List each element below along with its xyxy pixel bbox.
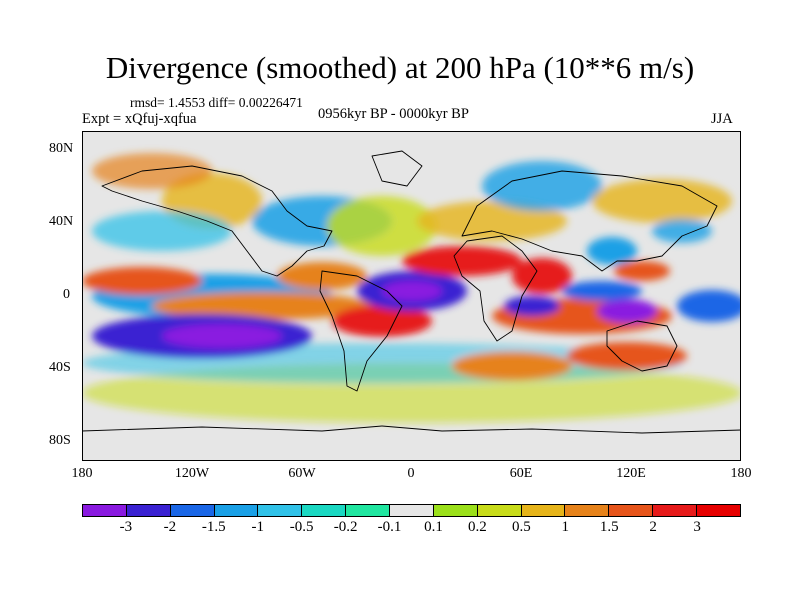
japan-blue bbox=[652, 219, 712, 243]
colorbar-tick-label: 0.5 bbox=[511, 519, 531, 535]
colorbar-tick-label: -0.2 bbox=[333, 519, 358, 535]
europe-yellow bbox=[417, 201, 567, 241]
south-america-red bbox=[332, 305, 432, 337]
coast-north-america bbox=[101, 165, 333, 277]
colorbar-tick-label: 0.1 bbox=[424, 519, 443, 535]
lon-label-60e: 60E bbox=[509, 466, 533, 481]
colorbar-tick-label: -2 bbox=[163, 519, 177, 535]
colorbar-segment bbox=[609, 505, 654, 516]
australia-red bbox=[567, 342, 687, 370]
lat-label-80n: 80N bbox=[49, 141, 74, 156]
colorbar-tick-label: 0.2 bbox=[468, 519, 487, 535]
colorbar-segment bbox=[126, 505, 171, 516]
lat-label-40s: 40S bbox=[49, 360, 71, 375]
colorbar-segment bbox=[433, 505, 478, 516]
coast-australia bbox=[606, 320, 678, 372]
colorbar-segment bbox=[521, 505, 566, 516]
lat-label-equator: 0 bbox=[63, 287, 70, 302]
bay-bengal-blue bbox=[562, 281, 642, 301]
colorbar-tick-label: 3 bbox=[693, 519, 701, 535]
east-asia-yellow bbox=[592, 179, 732, 223]
colorbar-segment bbox=[565, 505, 610, 516]
lat-label-40n: 40N bbox=[49, 214, 74, 229]
colorbar bbox=[82, 504, 741, 517]
season-label: JJA bbox=[711, 111, 733, 127]
colorbar-segment bbox=[697, 505, 740, 516]
plot-title: Divergence (smoothed) at 200 hPa (10**6 … bbox=[105, 50, 695, 85]
lon-label-180w: 180 bbox=[71, 466, 93, 481]
coast-greenland bbox=[371, 150, 423, 187]
lon-label-0: 0 bbox=[407, 466, 415, 481]
colorbar-tick-label: 1 bbox=[561, 519, 570, 535]
colorbar-tick-label: 2 bbox=[649, 519, 657, 535]
colorbar-tick-label: 1.5 bbox=[599, 519, 619, 535]
caribbean-orange bbox=[277, 262, 367, 290]
divergence-map bbox=[82, 131, 741, 461]
central-pacific-red bbox=[82, 267, 202, 295]
east-pacific-orange bbox=[152, 292, 372, 320]
colorbar-segment bbox=[214, 505, 259, 516]
arabian-red bbox=[512, 258, 572, 294]
lon-label-60w: 60W bbox=[288, 466, 316, 481]
africa-red bbox=[402, 246, 522, 276]
rmsd-diff-stats: rmsd= 1.4553 diff= 0.00226471 bbox=[130, 95, 303, 110]
west-pacific-blue bbox=[677, 290, 741, 322]
colorbar-segment bbox=[390, 505, 434, 516]
coast-south-america bbox=[319, 270, 403, 392]
south-indian-orange bbox=[452, 352, 572, 380]
colorbar-segment bbox=[170, 505, 215, 516]
siberia-blue bbox=[482, 161, 602, 211]
colorbar-segment bbox=[653, 505, 698, 516]
colorbar-tick-label: -0.5 bbox=[289, 519, 314, 535]
south-china-red bbox=[614, 261, 670, 281]
colorbar-tick-label: -1.5 bbox=[201, 519, 226, 535]
divergence-field bbox=[82, 153, 741, 423]
colorbar-tick-label: -0.1 bbox=[377, 519, 402, 535]
colorbar-tick-label: -3 bbox=[119, 519, 133, 535]
lat-label-80s: 80S bbox=[49, 433, 71, 448]
coastlines bbox=[82, 150, 741, 434]
lon-label-180e: 180 bbox=[730, 466, 752, 481]
lon-label-120e: 120E bbox=[616, 466, 646, 481]
south-pacific-core bbox=[162, 324, 282, 348]
arctic-orange bbox=[92, 153, 212, 189]
north-pacific-blue bbox=[92, 211, 232, 251]
lon-label-120w: 120W bbox=[174, 466, 210, 481]
colorbar-segment bbox=[83, 505, 127, 516]
indian-ocean-purple bbox=[504, 296, 560, 316]
colorbar-segment bbox=[302, 505, 347, 516]
maritime-continent-purple bbox=[597, 299, 657, 323]
atlantic-core bbox=[382, 281, 442, 301]
colorbar-segment bbox=[477, 505, 522, 516]
experiment-label: Expt = xQfuj-xqfua bbox=[82, 111, 197, 127]
map-frame bbox=[82, 131, 741, 461]
colorbar-segment bbox=[258, 505, 303, 516]
coast-eurasia bbox=[461, 170, 718, 272]
coast-antarctica bbox=[82, 425, 741, 434]
colorbar-tick-label: -1 bbox=[251, 519, 264, 535]
north-atlantic-yellow bbox=[327, 196, 437, 256]
colorbar-segment bbox=[346, 505, 391, 516]
tibet-blue bbox=[587, 237, 637, 265]
coast-africa bbox=[453, 235, 538, 342]
period-label: 0956kyr BP - 0000kyr BP bbox=[318, 106, 469, 122]
